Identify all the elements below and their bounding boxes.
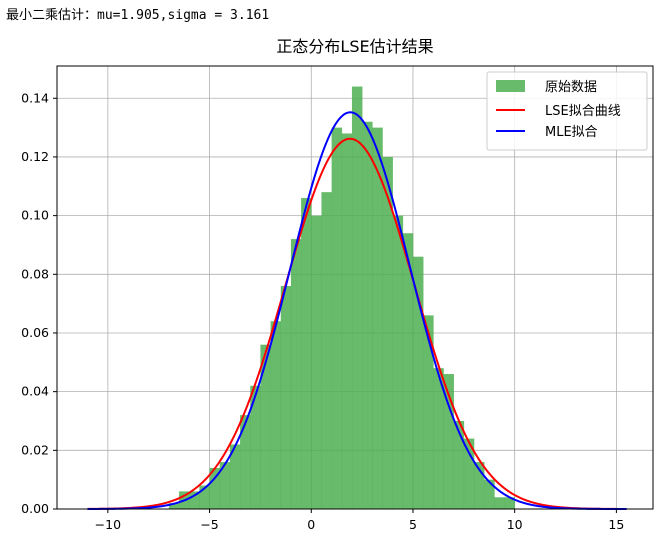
x-tick-label: −5 xyxy=(200,517,218,532)
histogram-bar xyxy=(301,198,312,509)
histogram-bar xyxy=(290,239,302,509)
y-tick-label: 0.04 xyxy=(21,384,49,399)
histogram-bar xyxy=(341,133,353,510)
histogram-bar xyxy=(270,321,282,509)
histogram-bar xyxy=(209,467,221,509)
histogram-bar xyxy=(494,497,505,509)
legend-box xyxy=(486,71,648,151)
histogram-bar xyxy=(260,344,271,509)
histogram-bar xyxy=(402,233,414,509)
histogram-bar xyxy=(168,503,180,509)
histogram-bar xyxy=(229,444,241,509)
histogram-bar xyxy=(321,192,332,509)
x-tick-label: 5 xyxy=(409,517,417,532)
histogram-bar xyxy=(463,438,475,509)
series-line xyxy=(87,111,627,510)
series-line xyxy=(87,137,627,510)
x-tick-label: 0 xyxy=(307,517,315,532)
legend-label: MLE拟合 xyxy=(545,125,598,140)
histogram-bar xyxy=(362,121,373,509)
histogram-bar xyxy=(392,215,404,510)
x-tick-label: 15 xyxy=(608,517,624,532)
y-tick-label: 0.00 xyxy=(21,501,49,516)
x-tick-label: 10 xyxy=(507,517,523,532)
legend: 原始数据 LSE拟合曲线 MLE拟合 xyxy=(486,71,648,151)
histogram-bar xyxy=(372,127,383,510)
histogram-bar xyxy=(331,127,343,510)
histogram-bar xyxy=(423,315,434,509)
legend-label: LSE拟合曲线 xyxy=(545,104,621,119)
histogram-bar xyxy=(311,215,322,510)
histogram-bar xyxy=(433,368,444,509)
axis-ticks: −10 −5 0 5 10 15 0.00 0.02 0.04 0.06 0.08 0.10 0.12 0… xyxy=(21,90,624,532)
histogram-bar xyxy=(453,420,465,509)
histogram-bar xyxy=(280,286,292,509)
histogram-bar xyxy=(382,156,393,509)
histogram-bar xyxy=(219,462,231,509)
y-tick-label: 0.08 xyxy=(21,266,49,281)
histogram-bars xyxy=(168,86,515,510)
histogram-bar xyxy=(443,374,454,509)
histogram-bar xyxy=(351,86,363,509)
y-tick-label: 0.10 xyxy=(21,208,49,223)
histogram-bar xyxy=(240,415,251,509)
y-tick-label: 0.12 xyxy=(21,149,49,164)
legend-swatch-histogram xyxy=(496,80,525,92)
console-output: 最小二乘估计：mu=1.905,sigma = 3.161 xyxy=(6,8,270,23)
histogram-bar xyxy=(412,256,424,509)
x-tick-label: −10 xyxy=(95,517,121,532)
histogram-bar xyxy=(473,462,485,509)
legend-label-histogram: 原始数据 xyxy=(545,80,597,95)
histogram-bar xyxy=(484,479,495,509)
histogram-bar xyxy=(250,385,261,509)
histogram-bar xyxy=(199,485,210,509)
histogram-bar xyxy=(504,497,515,509)
y-tick-label: 0.06 xyxy=(21,325,49,340)
plot-frame xyxy=(56,65,654,510)
chart-title: 正态分布LSE估计结果 xyxy=(276,37,433,56)
y-tick-label: 0.14 xyxy=(21,90,49,105)
fit-lines xyxy=(87,111,627,510)
y-tick-label: 0.02 xyxy=(21,442,49,457)
histogram-bar xyxy=(189,491,200,509)
